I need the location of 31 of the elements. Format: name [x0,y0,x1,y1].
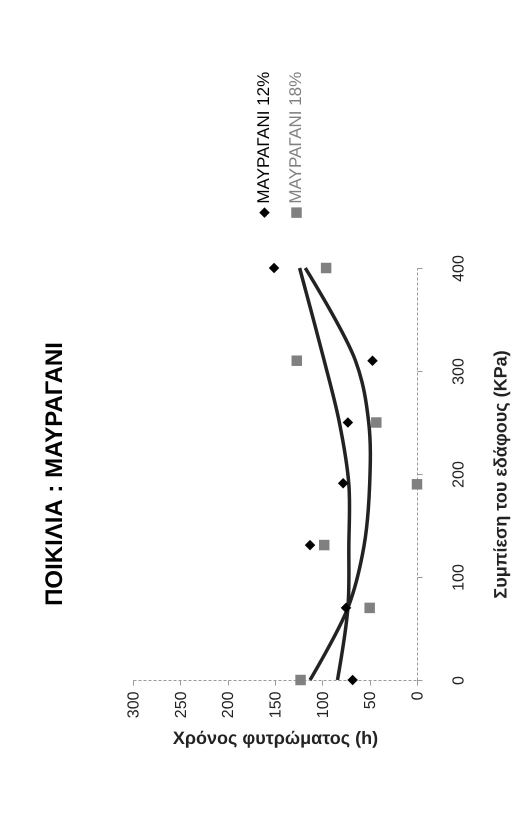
x-tick-label: 250 [172,691,190,718]
x-tick-label: 200 [220,691,238,718]
point [304,540,316,550]
point [364,602,375,614]
x-tick-label: 0 [410,691,426,700]
point [292,355,302,366]
x-tick-label: 150 [268,691,284,718]
point [412,479,422,490]
point [295,674,306,686]
point [371,417,382,428]
point [347,674,358,686]
y-tick-label: 300 [450,358,468,385]
point [340,602,352,614]
point [268,262,280,274]
point [320,262,332,274]
point [367,355,378,366]
x-tick-label: 50 [362,691,380,710]
point [338,478,348,489]
x-axis-title: Χρόνος φυτρώματος (h) [172,728,378,748]
y-tick-label: 200 [450,461,468,488]
text: ΜΑΥΡΑΓΑΝΙ 18% [286,72,305,204]
point [318,540,330,550]
y-tick-label: 0 [450,676,468,685]
y-tick-label: 100 [450,564,468,591]
y-axis-title: Συμπίεση του εδάφους (KPa) [490,350,510,599]
y-tick-label: 400 [450,255,468,282]
point [342,417,354,428]
text: ΠΟΙΚΙΛΙΑ : ΜΑΥΡΑΓΑΝΙ [41,342,68,606]
text: ΜΑΥΡΑΓΑΝΙ 12% [254,72,273,204]
x-tick-label: 300 [126,691,142,718]
x-tick-label: 100 [314,691,332,718]
